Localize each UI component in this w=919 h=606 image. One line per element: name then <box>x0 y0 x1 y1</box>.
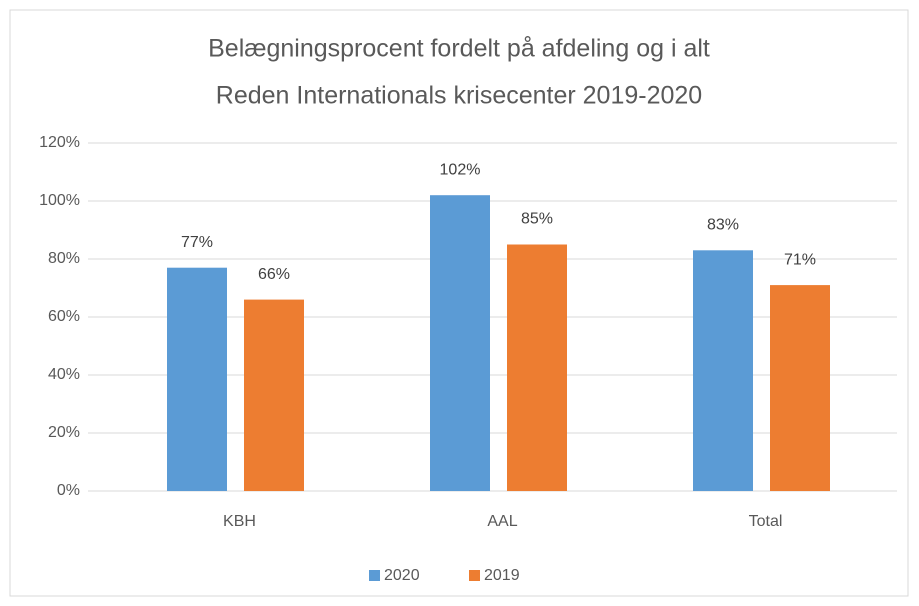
legend-label: 2020 <box>384 567 420 584</box>
bar <box>770 285 830 491</box>
bar <box>244 299 304 491</box>
legend-label: 2019 <box>484 567 520 584</box>
y-tick-label: 60% <box>48 308 80 325</box>
y-tick-label: 80% <box>48 250 80 267</box>
bar <box>693 250 753 491</box>
chart-title: Belægningsprocent fordelt på afdeling og… <box>208 35 710 63</box>
data-label: 77% <box>181 234 213 251</box>
legend-swatch <box>369 570 380 581</box>
x-tick-label: Total <box>749 513 783 530</box>
y-tick-label: 0% <box>57 482 80 499</box>
bar <box>167 267 227 491</box>
data-label: 83% <box>707 217 739 234</box>
bar <box>507 244 567 491</box>
bar <box>430 195 490 491</box>
chart-subtitle: Reden Internationals krisecenter 2019-20… <box>216 82 702 110</box>
data-label: 102% <box>440 161 481 178</box>
x-tick-label: AAL <box>487 513 517 530</box>
data-label: 71% <box>784 251 816 268</box>
legend-swatch <box>469 570 480 581</box>
data-label: 85% <box>521 211 553 228</box>
y-tick-label: 40% <box>48 366 80 383</box>
x-tick-label: KBH <box>223 513 256 530</box>
y-tick-label: 20% <box>48 424 80 441</box>
data-label: 66% <box>258 266 290 283</box>
y-tick-label: 120% <box>39 134 80 151</box>
y-tick-label: 100% <box>39 192 80 209</box>
